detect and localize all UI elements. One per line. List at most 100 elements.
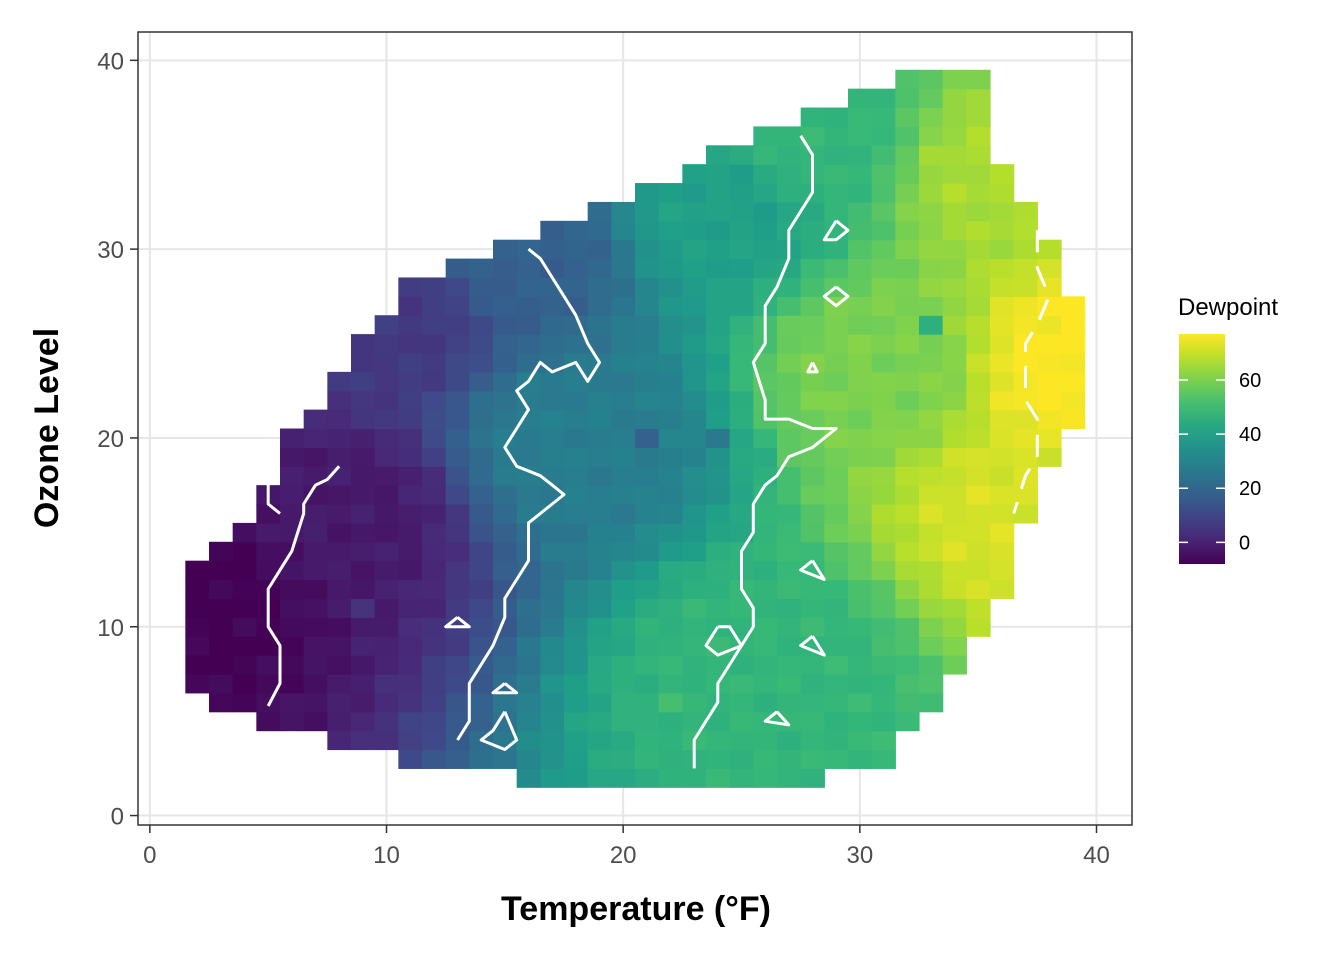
- heatmap-cell: [209, 692, 234, 713]
- heatmap-cell: [469, 560, 494, 581]
- heatmap-cell: [611, 239, 636, 260]
- heatmap-cell: [327, 579, 352, 600]
- heatmap-cell: [824, 126, 849, 146]
- heatmap-cell: [185, 655, 210, 675]
- heatmap-cell: [895, 617, 920, 637]
- heatmap-cell: [706, 409, 731, 430]
- heatmap-cell: [777, 183, 802, 203]
- heatmap-cell: [327, 428, 352, 448]
- heatmap-cell: [635, 692, 660, 713]
- heatmap-cell: [445, 579, 470, 600]
- heatmap-cell: [1013, 485, 1038, 505]
- heatmap-cell: [824, 447, 849, 467]
- heatmap-cell: [871, 711, 896, 732]
- heatmap-cell: [540, 466, 565, 486]
- heatmap-cell: [824, 522, 849, 543]
- heatmap-cell: [895, 145, 920, 165]
- heatmap-cell: [1061, 296, 1086, 316]
- heatmap-cell: [398, 466, 423, 486]
- heatmap-cell: [209, 579, 234, 600]
- heatmap-cell: [351, 617, 376, 637]
- heatmap-cell: [966, 504, 991, 524]
- heatmap-cell: [871, 428, 896, 448]
- heatmap-cell: [895, 220, 920, 241]
- heatmap-cell: [848, 749, 873, 769]
- heatmap-cell: [611, 598, 636, 618]
- heatmap-cell: [1013, 258, 1038, 279]
- heatmap-cell: [516, 352, 541, 373]
- x-axis-title: Temperature (°F): [501, 890, 771, 928]
- heatmap-cell: [422, 296, 447, 316]
- heatmap-cell: [635, 768, 660, 788]
- heatmap-cell: [374, 371, 399, 392]
- heatmap-cell: [990, 447, 1015, 467]
- heatmap-cell: [990, 541, 1015, 562]
- heatmap-cell: [682, 334, 707, 354]
- heatmap-cell: [540, 239, 565, 260]
- contour-line-40: [799, 559, 826, 581]
- heatmap-cell: [800, 409, 825, 430]
- heatmap-cell: [966, 315, 991, 335]
- legend-tick-label: 0: [1239, 532, 1250, 554]
- heatmap-cell: [303, 409, 328, 430]
- heatmap-cell: [587, 730, 612, 751]
- heatmap-cell: [493, 258, 518, 279]
- heatmap-cell: [327, 655, 352, 675]
- heatmap-cell: [422, 504, 447, 524]
- heatmap-cell: [1037, 334, 1062, 354]
- heatmap-cell: [327, 504, 352, 524]
- heatmap-cell: [1013, 220, 1038, 241]
- heatmap-cell: [682, 504, 707, 524]
- heatmap-cell: [848, 409, 873, 430]
- heatmap-cell: [990, 390, 1015, 411]
- heatmap-cell: [895, 504, 920, 524]
- heatmap-cell: [445, 390, 470, 411]
- heatmap-cell: [729, 296, 754, 316]
- heatmap-cell: [398, 541, 423, 562]
- heatmap-cell: [824, 352, 849, 373]
- heatmap-cell: [1013, 352, 1038, 373]
- heatmap-cell: [398, 673, 423, 694]
- heatmap-cell: [966, 239, 991, 260]
- heatmap-cell: [848, 145, 873, 165]
- heatmap-cell: [871, 447, 896, 467]
- heatmap-cell: [445, 334, 470, 354]
- heatmap-cell: [895, 598, 920, 618]
- heatmap-cell: [303, 692, 328, 713]
- heatmap-cell: [658, 258, 683, 279]
- heatmap-cell: [611, 617, 636, 637]
- heatmap-cell: [303, 447, 328, 467]
- heatmap-cell: [587, 315, 612, 335]
- heatmap-cell: [919, 69, 944, 90]
- heatmap-cell: [895, 447, 920, 467]
- contour-line-40: [763, 710, 791, 727]
- heatmap-cell: [848, 352, 873, 373]
- heatmap-cell: [540, 711, 565, 732]
- heatmap-cell: [587, 371, 612, 392]
- heatmap-cell: [919, 145, 944, 165]
- heatmap-cell: [800, 768, 825, 788]
- heatmap-cell: [635, 220, 660, 241]
- heatmap-cell: [398, 598, 423, 618]
- heatmap-cell: [729, 334, 754, 354]
- heatmap-cell: [611, 352, 636, 373]
- heatmap-cell: [658, 636, 683, 656]
- heatmap-cell: [445, 447, 470, 467]
- heatmap-cell: [895, 352, 920, 373]
- heatmap-cell: [611, 371, 636, 392]
- heatmap-cell: [729, 220, 754, 241]
- heatmap-cell: [753, 560, 778, 581]
- heatmap-cell: [682, 711, 707, 732]
- heatmap-cell: [611, 504, 636, 524]
- heatmap-cell: [469, 258, 494, 279]
- heatmap-cell: [303, 466, 328, 486]
- heatmap-cell: [942, 277, 967, 297]
- heatmap-cell: [516, 617, 541, 637]
- heatmap-cell: [422, 352, 447, 373]
- heatmap-cell: [587, 560, 612, 581]
- heatmap-cell: [682, 617, 707, 637]
- heatmap-cell: [753, 428, 778, 448]
- heatmap-cell: [587, 711, 612, 732]
- heatmap-cell: [990, 296, 1015, 316]
- heatmap-cell: [990, 239, 1015, 260]
